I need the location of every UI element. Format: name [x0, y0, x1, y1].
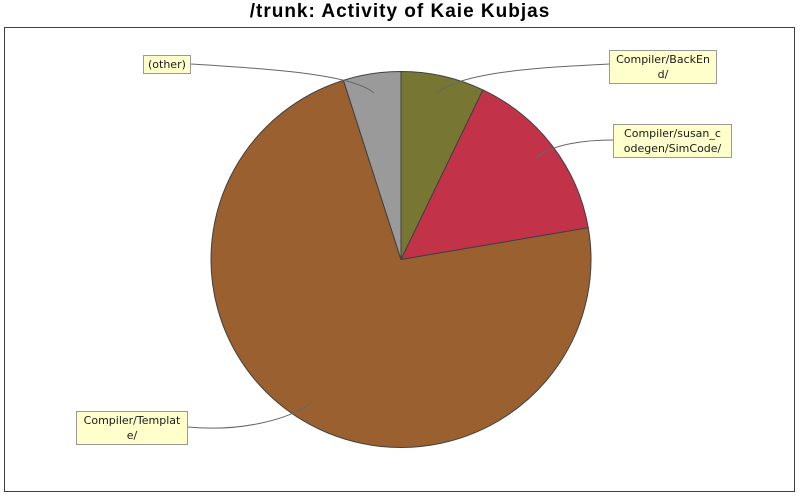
page-title: /trunk: Activity of Kaie Kubjas — [249, 1, 551, 22]
pie-label-simcode: Compiler/susan_c odegen/SimCode/ — [613, 124, 732, 158]
pie-slice-template — [210, 79, 592, 448]
leader-line-simcode — [535, 139, 614, 159]
leader-lines-group — [187, 63, 614, 429]
leader-line-other — [190, 63, 375, 94]
pie-label-other: (other) — [143, 55, 191, 74]
leader-line-template — [187, 402, 312, 429]
pie-slice-simcode — [400, 89, 589, 260]
pie-label-backend: Compiler/BackEn d/ — [609, 50, 717, 84]
pie-slices-group — [210, 71, 592, 448]
leader-line-backend — [436, 63, 610, 94]
pie-label-template: Compiler/Templat e/ — [76, 411, 188, 445]
